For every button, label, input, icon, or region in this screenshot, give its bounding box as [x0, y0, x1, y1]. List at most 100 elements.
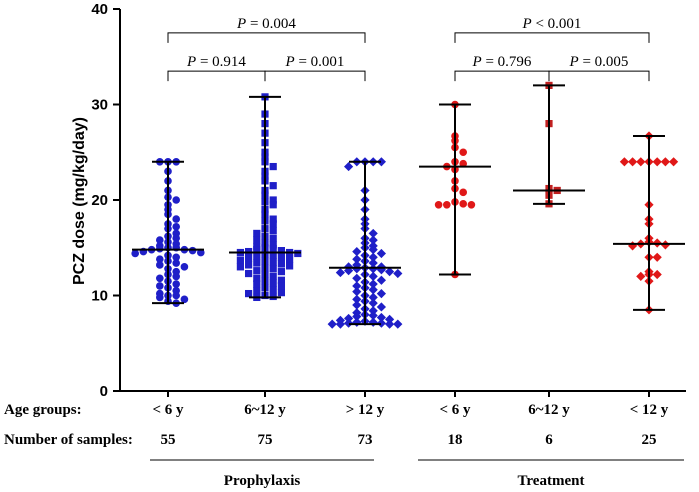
data-point	[434, 200, 443, 209]
data-point	[352, 246, 362, 257]
data-point	[385, 319, 395, 329]
data-point	[269, 279, 277, 287]
p-value-label: P = 0.914	[186, 54, 246, 70]
data-point	[368, 279, 378, 289]
data-point	[277, 282, 285, 290]
data-point	[277, 289, 285, 297]
number-of-samples-label: Number of samples:	[4, 432, 133, 448]
data-point	[172, 215, 180, 223]
age-group-label: < 12 y	[630, 402, 669, 418]
data-point	[619, 157, 629, 167]
p-value-label: P = 0.004	[236, 16, 296, 32]
data-point	[245, 254, 253, 262]
data-point	[253, 274, 261, 282]
data-point	[253, 252, 261, 260]
sample-count-label: 25	[642, 432, 657, 448]
data-point	[652, 269, 662, 280]
data-point	[236, 263, 244, 271]
data-point	[172, 259, 180, 267]
y-tick-label: 20	[91, 192, 108, 209]
data-point	[352, 281, 362, 291]
y-tick-label: 40	[91, 1, 108, 18]
data-point	[344, 161, 354, 172]
significance-bracket	[167, 70, 266, 82]
data-point	[131, 249, 139, 258]
y-tick-label: 10	[91, 288, 108, 305]
data-point	[368, 235, 378, 245]
sample-count-label: 73	[358, 432, 373, 448]
data-point	[253, 229, 261, 238]
data-point	[277, 260, 285, 268]
data-point	[172, 196, 180, 204]
data-point	[172, 272, 180, 281]
data-point	[636, 271, 646, 281]
data-point	[245, 269, 253, 278]
data-point	[269, 215, 277, 223]
data-point	[245, 261, 253, 269]
data-point	[180, 263, 189, 271]
significance-bracket	[167, 32, 366, 43]
data-point	[368, 292, 378, 303]
data-point	[344, 313, 354, 324]
data-point	[335, 267, 345, 278]
data-point	[269, 162, 277, 171]
data-point	[277, 268, 285, 276]
y-axis-label: PCZ dose (mg/kg/day)	[71, 117, 88, 285]
data-point	[393, 268, 403, 279]
data-point	[156, 236, 164, 244]
sample-count-label: 18	[448, 432, 463, 448]
data-point	[368, 228, 378, 239]
data-point	[277, 276, 285, 284]
data-point	[376, 302, 386, 312]
data-point	[352, 287, 362, 297]
data-point	[269, 251, 277, 259]
data-point	[459, 200, 468, 208]
age-group-label: < 6 y	[439, 402, 471, 418]
data-point	[628, 241, 638, 251]
data-point	[335, 319, 345, 329]
data-point	[269, 220, 277, 228]
data-point	[156, 274, 164, 283]
data-point	[156, 293, 164, 302]
sample-count-label: 55	[161, 432, 176, 448]
data-point	[352, 294, 362, 304]
sample-count-label: 75	[258, 432, 273, 448]
y-tick-label: 0	[100, 383, 108, 400]
data-point	[269, 286, 277, 294]
data-point	[344, 266, 354, 276]
significance-bracket	[548, 70, 650, 82]
data-point	[368, 258, 378, 268]
data-point	[376, 288, 386, 299]
data-point	[393, 319, 403, 329]
data-point	[269, 226, 277, 235]
data-point	[269, 272, 277, 280]
data-point	[269, 258, 277, 266]
data-point	[352, 317, 362, 327]
significance-bracket	[454, 70, 550, 82]
group-label-treatment: Treatment	[518, 473, 585, 489]
data-point	[344, 318, 354, 328]
data-point	[269, 196, 277, 204]
y-tick-label: 30	[91, 97, 108, 114]
age-group-label: 6~12 y	[244, 402, 286, 418]
data-point	[368, 310, 378, 321]
data-point	[352, 311, 362, 322]
data-point	[172, 234, 180, 242]
data-point	[269, 265, 277, 273]
data-point	[660, 157, 670, 167]
p-value-label: P < 0.001	[522, 16, 582, 32]
data-point	[180, 295, 189, 304]
data-point	[459, 148, 468, 157]
data-point	[269, 201, 277, 209]
data-point	[172, 291, 180, 300]
data-point	[277, 253, 285, 261]
age-group-label: 6~12 y	[528, 402, 570, 418]
data-point	[376, 157, 386, 167]
data-point	[368, 317, 378, 327]
data-point	[236, 256, 244, 264]
data-point	[368, 306, 378, 316]
data-point	[156, 282, 164, 290]
data-point	[459, 188, 468, 197]
significance-bracket	[264, 70, 366, 82]
